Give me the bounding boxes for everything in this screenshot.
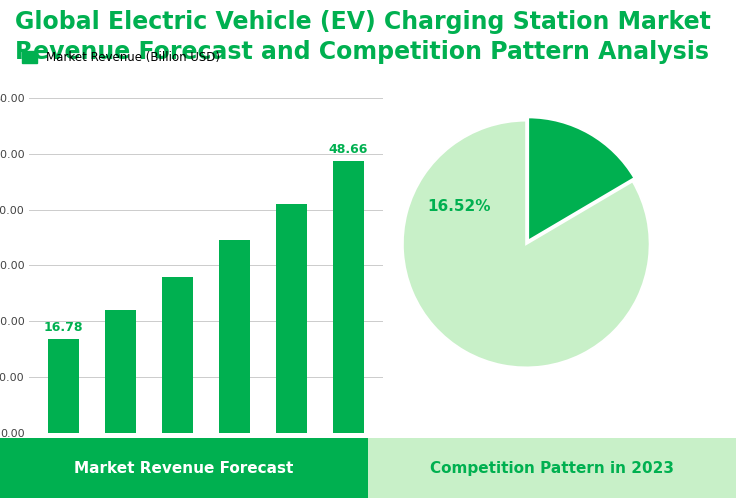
Wedge shape [528, 118, 634, 241]
Text: The market concentration
was low.: The market concentration was low. [425, 466, 628, 497]
FancyBboxPatch shape [0, 438, 368, 498]
Bar [162, 277, 194, 433]
Bar [276, 204, 307, 433]
FancyBboxPatch shape [368, 438, 736, 498]
Text: Global Electric Vehicle (EV) Charging Station Market
Revenue Forecast and Compet: Global Electric Vehicle (EV) Charging St… [15, 10, 710, 64]
Text: 16.52%: 16.52% [428, 200, 491, 215]
Text: Market Revenue Forecast: Market Revenue Forecast [74, 461, 294, 476]
Text: 48.66: 48.66 [329, 142, 368, 155]
Wedge shape [403, 121, 650, 368]
Bar [48, 340, 79, 433]
Legend: Market Revenue (Billion USD): Market Revenue (Billion USD) [18, 46, 224, 69]
Bar [333, 161, 364, 433]
Bar [105, 310, 136, 433]
Bar [219, 241, 250, 433]
Text: Competition Pattern in 2023: Competition Pattern in 2023 [430, 461, 674, 476]
Text: 16.78: 16.78 [44, 321, 83, 334]
